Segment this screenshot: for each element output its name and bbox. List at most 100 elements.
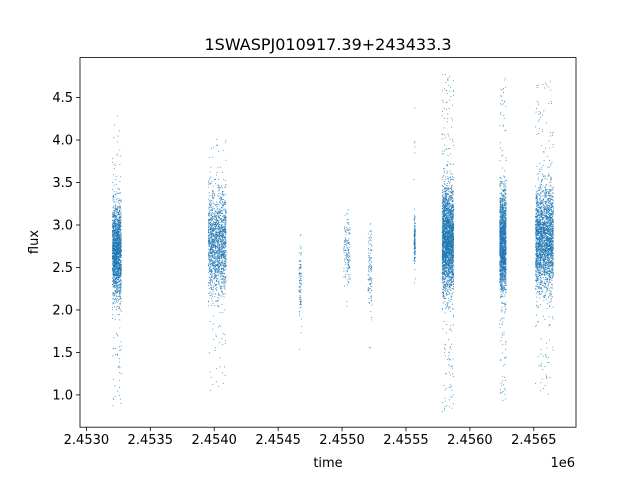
scatter-point <box>370 295 372 297</box>
scatter-point <box>218 188 220 189</box>
scatter-point <box>441 216 443 217</box>
scatter-point <box>114 213 116 215</box>
scatter-point <box>216 204 218 205</box>
scatter-point <box>214 234 216 235</box>
scatter-point <box>222 237 224 239</box>
scatter-point <box>448 197 449 199</box>
scatter-point <box>209 277 211 279</box>
scatter-point <box>444 397 446 399</box>
scatter-point <box>444 205 445 207</box>
scatter-point <box>370 258 372 260</box>
scatter-point <box>344 237 346 239</box>
scatter-point <box>208 241 210 243</box>
scatter-point <box>114 279 116 281</box>
scatter-point <box>444 216 446 218</box>
scatter-point <box>222 250 224 252</box>
scatter-point <box>120 302 121 304</box>
scatter-point <box>219 312 221 313</box>
scatter-point <box>442 205 444 207</box>
scatter-point <box>223 252 224 254</box>
scatter-point <box>112 294 114 295</box>
scatter-point <box>113 167 115 169</box>
scatter-point <box>210 221 212 223</box>
scatter-point <box>118 230 120 232</box>
scatter-point <box>299 267 301 269</box>
scatter-point <box>347 241 349 243</box>
scatter-point <box>298 261 300 262</box>
scatter-point <box>115 232 117 233</box>
scatter-point <box>449 287 451 289</box>
scatter-point <box>217 250 219 251</box>
scatter-point <box>446 258 448 260</box>
scatter-point <box>120 266 122 268</box>
scatter-point <box>218 294 220 296</box>
scatter-point <box>224 263 226 265</box>
scatter-point <box>115 253 117 255</box>
scatter-point <box>225 279 227 281</box>
scatter-point <box>223 231 225 233</box>
scatter-point <box>113 283 115 285</box>
scatter-point <box>346 255 348 257</box>
scatter-point <box>298 290 300 291</box>
scatter-point <box>115 278 117 279</box>
scatter-point <box>216 144 217 146</box>
scatter-point <box>119 225 121 227</box>
scatter-point <box>215 245 217 247</box>
scatter-point <box>223 239 224 241</box>
scatter-point <box>447 276 449 278</box>
scatter-point <box>115 215 117 217</box>
scatter-point <box>207 282 209 284</box>
scatter-point <box>214 195 215 197</box>
scatter-point <box>224 226 226 228</box>
scatter-point <box>207 263 209 265</box>
scatter-point <box>118 206 120 208</box>
scatter-point <box>219 211 221 213</box>
scatter-point <box>219 286 221 288</box>
scatter-point <box>225 257 226 259</box>
scatter-point <box>217 235 218 237</box>
scatter-point <box>348 260 350 261</box>
scatter-point <box>370 288 371 289</box>
scatter-point <box>449 188 451 189</box>
scatter-point <box>216 216 217 218</box>
scatter-point <box>117 289 119 291</box>
scatter-point <box>224 203 226 204</box>
scatter-point <box>115 263 117 265</box>
scatter-point <box>208 182 210 184</box>
scatter-point <box>442 281 444 283</box>
scatter-point <box>208 157 210 158</box>
scatter-point <box>453 288 454 290</box>
scatter-point <box>119 231 121 233</box>
scatter-point <box>370 278 371 280</box>
scatter-point <box>223 215 225 217</box>
scatter-point <box>450 271 451 273</box>
scatter-point <box>117 220 119 222</box>
scatter-point <box>118 247 120 249</box>
scatter-point <box>117 236 118 238</box>
scatter-point <box>451 244 453 246</box>
scatter-point <box>214 254 216 256</box>
scatter-point <box>216 211 218 213</box>
scatter-point <box>119 240 121 242</box>
scatter-point <box>209 232 211 234</box>
scatter-point <box>220 225 222 226</box>
scatter-point <box>414 232 415 234</box>
scatter-point <box>369 238 371 240</box>
scatter-point <box>115 179 117 181</box>
scatter-point <box>213 244 215 246</box>
scatter-point <box>215 347 216 349</box>
scatter-point <box>217 264 219 265</box>
scatter-point <box>217 195 219 197</box>
scatter-point <box>414 224 415 226</box>
scatter-point <box>117 231 118 232</box>
scatter-point <box>222 243 224 244</box>
scatter-point <box>114 264 116 266</box>
scatter-point <box>117 267 119 269</box>
scatter-point <box>449 210 451 211</box>
scatter-point <box>220 215 222 216</box>
scatter-point <box>349 274 351 276</box>
scatter-point <box>116 299 118 301</box>
scatter-point <box>213 233 215 234</box>
scatter-point <box>452 215 454 217</box>
scatter-point <box>346 300 348 302</box>
